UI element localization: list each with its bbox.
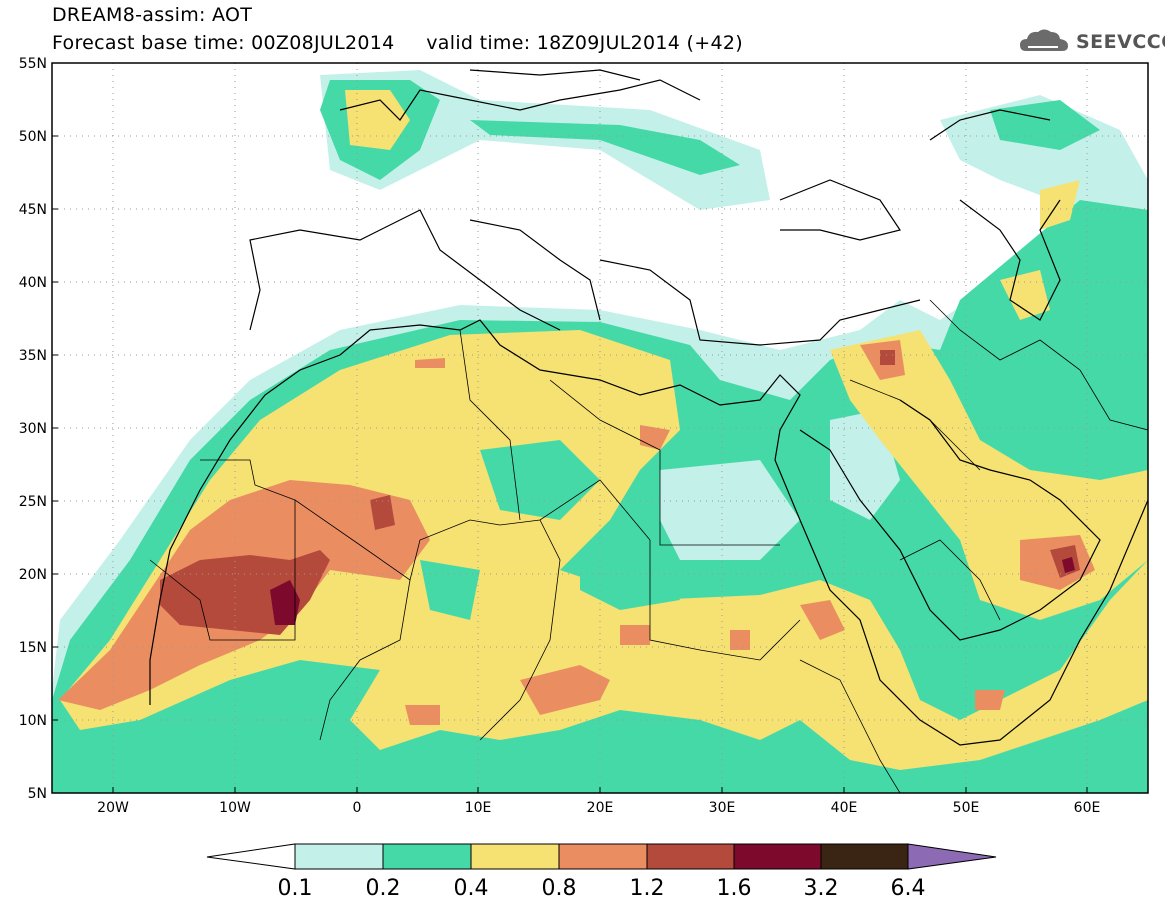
lat-label: 35N [19,348,47,364]
colorbar-segment [558,843,648,870]
longitude-labels: 20W 10W 0 10E 20E 30E 40E 50E 60E [97,800,1100,816]
country-borders [149,299,1148,793]
colorbar-segment [470,843,560,870]
lon-label: 0 [353,800,362,816]
lat-label: 10N [19,713,47,729]
colorbar-label: 1.6 [717,876,752,901]
lat-label: 15N [19,640,47,656]
lat-label: 55N [19,56,47,72]
colorbar-label: 3.2 [804,876,839,901]
colorbar-label: 6.4 [891,876,926,901]
colorbar [206,843,997,870]
colorbar-segment [382,843,472,870]
lon-label: 20E [587,800,614,816]
lat-label: 50N [19,129,47,145]
forecast-times: Forecast base time: 00Z08JUL2014 valid t… [52,32,743,54]
latitude-labels: 55N 50N 45N 40N 35N 30N 25N 20N 15N 10N … [19,56,47,802]
lat-label: 45N [19,202,47,218]
lon-label: 50E [953,800,980,816]
cloud-logo-icon [1020,29,1068,51]
lon-label: 20W [97,800,129,816]
colorbar-segment [294,843,384,870]
lon-label: 60E [1074,800,1101,816]
aot-field [52,70,1148,793]
lat-label: 40N [19,275,47,291]
lat-label: 5N [28,786,47,802]
logo-text: SEEVCCC [1076,31,1165,53]
map-title: DREAM8-assim: AOT [52,4,253,26]
colorbar-segment [733,843,822,870]
lat-label: 30N [19,421,47,437]
colorbar-segment [820,843,909,870]
lon-label: 10E [465,800,492,816]
colorbar-labels: 0.1 0.2 0.4 0.8 1.2 1.6 3.2 6.4 [278,876,926,901]
colorbar-label: 0.4 [454,876,489,901]
colorbar-label: 0.8 [542,876,577,901]
colorbar-label: 0.2 [366,876,401,901]
lon-label: 40E [831,800,858,816]
lat-label: 25N [19,494,47,510]
lon-label: 30E [709,800,736,816]
lat-label: 20N [19,567,47,583]
colorbar-segment [206,843,296,870]
lon-label: 10W [219,800,251,816]
colorbar-segment [907,843,997,870]
colorbar-label: 0.1 [278,876,313,901]
colorbar-label: 1.2 [630,876,665,901]
colorbar-segment [646,843,735,870]
